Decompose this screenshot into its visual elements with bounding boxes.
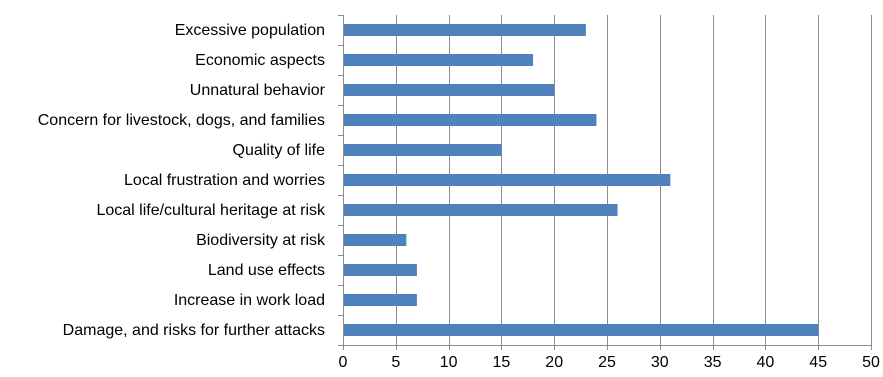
category-label: Increase in work load xyxy=(174,292,325,309)
x-tick-label: 10 xyxy=(440,354,458,371)
x-tick-labels: 0 5 10 15 20 25 30 35 40 45 50 xyxy=(339,354,880,371)
category-label: Local frustration and worries xyxy=(124,172,325,189)
bar-11 xyxy=(343,324,819,336)
bar-2 xyxy=(343,54,534,66)
bar-3 xyxy=(343,84,555,96)
bars xyxy=(343,24,819,336)
bar-7 xyxy=(343,204,618,216)
x-tick-label: 35 xyxy=(704,354,722,371)
category-label: Damage, and risks for further attacks xyxy=(63,322,325,339)
category-label: Biodiversity at risk xyxy=(196,232,326,249)
axes xyxy=(338,15,872,350)
bar-10 xyxy=(343,294,417,306)
bar-8 xyxy=(343,234,407,246)
x-tick-label: 45 xyxy=(809,354,827,371)
category-label: Excessive population xyxy=(175,22,325,39)
x-tick-label: 15 xyxy=(493,354,511,371)
category-labels: Excessive population Economic aspects Unna… xyxy=(38,22,326,339)
category-label: Land use effects xyxy=(208,262,325,279)
bar-6 xyxy=(343,174,671,186)
category-label: Concern for livestock, dogs, and familie… xyxy=(38,112,325,129)
x-tick-label: 25 xyxy=(598,354,616,371)
category-label: Economic aspects xyxy=(195,52,325,69)
x-tick-label: 40 xyxy=(757,354,775,371)
x-tick-label: 5 xyxy=(391,354,400,371)
bar-5 xyxy=(343,144,502,156)
bar-1 xyxy=(343,24,586,36)
category-label: Quality of life xyxy=(233,142,326,159)
x-tick-label: 50 xyxy=(862,354,880,371)
x-tick-label: 0 xyxy=(339,354,348,371)
bar-9 xyxy=(343,264,417,276)
x-tick-label: 30 xyxy=(651,354,669,371)
x-tick-label: 20 xyxy=(545,354,563,371)
category-label: Local life/cultural heritage at risk xyxy=(96,202,326,219)
category-label: Unnatural behavior xyxy=(190,82,326,99)
bar-4 xyxy=(343,114,597,126)
